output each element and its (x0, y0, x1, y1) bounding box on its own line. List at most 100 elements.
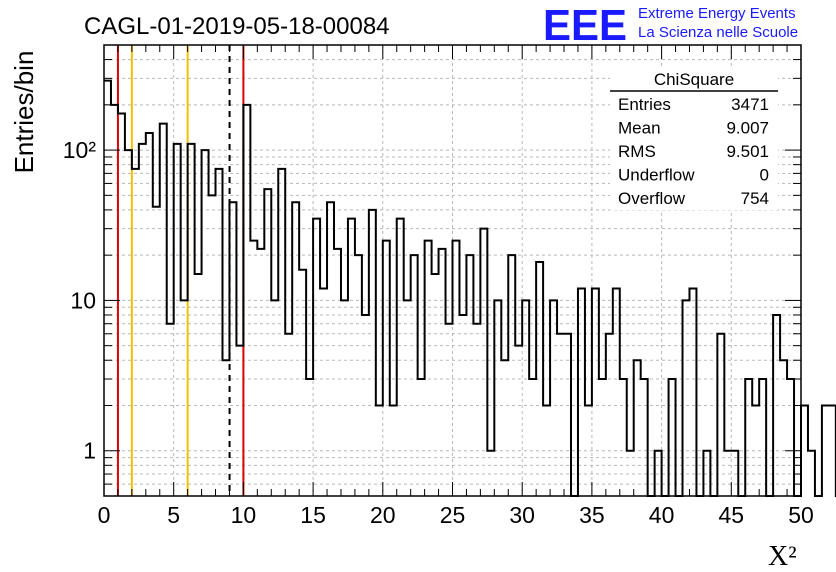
histogram-bin (669, 379, 676, 496)
stats-rows: Entries 3471 Mean 9.007 RMS 9.501 Underflow 0 Ov… (618, 95, 769, 208)
histogram-bin (397, 219, 404, 496)
stats-label: Entries (618, 95, 671, 114)
histogram-bin (118, 114, 125, 496)
histogram-bin (466, 255, 473, 496)
histogram-bin (439, 249, 446, 496)
histogram-bin (641, 379, 648, 496)
histogram-bin (222, 360, 229, 496)
eee-logo: EEE Extreme Energy Events La Scienza nel… (543, 1, 798, 50)
stats-box-background (610, 66, 778, 210)
histogram-bin (557, 334, 564, 496)
histogram-bin (599, 379, 606, 496)
stats-value: 754 (741, 189, 769, 208)
x-tick-label: 0 (98, 502, 111, 528)
y-axis-label: Entries/bin (9, 51, 39, 174)
histogram-bin (494, 300, 501, 496)
histogram-bin (202, 150, 209, 496)
histogram-bin (780, 360, 787, 496)
histogram-bin (327, 202, 334, 496)
logo-line-1: Extreme Energy Events (638, 5, 796, 22)
histogram-bin (822, 405, 829, 496)
histogram-bin (334, 249, 341, 496)
x-axis-label: X² (768, 541, 797, 572)
histogram-bin (501, 360, 508, 496)
x-tick-label: 40 (649, 502, 675, 528)
histogram-bin (745, 379, 752, 496)
x-tick-labels: 0 5 10 15 20 25 30 35 40 45 50 (98, 502, 814, 528)
histogram-bin (411, 255, 418, 496)
histogram-bin (550, 300, 557, 496)
eee-logo-mark: EEE (543, 1, 627, 50)
histogram-bin (473, 324, 480, 496)
histogram-step-line (104, 79, 836, 497)
x-tick-label: 30 (509, 502, 535, 528)
histogram-bin (271, 300, 278, 496)
histogram-bin (418, 379, 425, 496)
y-tick-labels: 1 10 10² (63, 137, 97, 464)
y-tick-label: 1 (83, 438, 96, 464)
histogram-bin (808, 451, 815, 496)
histogram-bin (508, 255, 515, 496)
histogram-bin (306, 379, 313, 496)
y-tick-label: 10 (70, 287, 96, 313)
histogram-bin (292, 202, 299, 496)
histogram-bin (285, 334, 292, 496)
histogram-bin (181, 300, 188, 496)
run-title: CAGL-01-2019-05-18-00084 (84, 13, 390, 40)
histogram-bin (515, 346, 522, 496)
histogram-bin (717, 334, 724, 496)
logo-line-2: La Scienza nelle Scuole (638, 24, 798, 41)
histogram-bin (174, 144, 181, 496)
histogram-bin (620, 379, 627, 496)
histogram-bin (167, 324, 174, 496)
x-tick-label: 45 (719, 502, 745, 528)
histogram-bin (188, 144, 195, 496)
y-tick-label: 10² (63, 137, 97, 163)
histogram-bin (564, 334, 571, 496)
histogram-bin (313, 219, 320, 496)
histogram-bin (606, 334, 613, 496)
histogram-bin (257, 249, 264, 496)
histogram-bin (369, 210, 376, 496)
histogram-bin (829, 405, 836, 496)
histogram-bin (759, 379, 766, 496)
histogram-bin (522, 300, 529, 496)
x-tick-label: 50 (788, 502, 814, 528)
histogram-bin (341, 300, 348, 496)
histogram-bars (104, 79, 836, 497)
stats-value: 0 (760, 166, 769, 185)
axis-ticks (103, 44, 802, 497)
x-tick-label: 5 (167, 502, 180, 528)
stats-value: 9.007 (726, 119, 769, 138)
stats-box: ChiSquare Entries 3471 Mean 9.007 RMS 9.501 Un… (610, 66, 778, 210)
histogram-bin (299, 270, 306, 496)
stats-title: ChiSquare (654, 70, 734, 89)
histogram-bin (104, 81, 111, 496)
histogram-bin (529, 379, 536, 496)
histogram-bin (132, 169, 139, 496)
histogram-bin (634, 360, 641, 496)
x-tick-label: 35 (579, 502, 605, 528)
grid-lines (104, 44, 801, 497)
histogram-bin (264, 189, 271, 496)
histogram-bin (446, 324, 453, 496)
stats-label: Mean (618, 119, 661, 138)
stats-label: Underflow (618, 166, 695, 185)
histogram-bin (153, 207, 160, 496)
stats-label: RMS (618, 142, 656, 161)
x-tick-label: 15 (300, 502, 326, 528)
histogram-bin (480, 229, 487, 496)
stats-value: 9.501 (726, 142, 769, 161)
x-tick-label: 10 (231, 502, 257, 528)
histogram-bin (787, 379, 794, 496)
histogram-bin (348, 219, 355, 496)
stats-label: Overflow (618, 189, 686, 208)
x-tick-label: 20 (370, 502, 396, 528)
histogram-bin (146, 133, 153, 496)
histogram-bin (355, 255, 362, 496)
histogram-bin (683, 300, 690, 496)
histogram-bin (160, 124, 167, 496)
stats-value: 3471 (731, 95, 769, 114)
x-tick-label: 25 (440, 502, 466, 528)
